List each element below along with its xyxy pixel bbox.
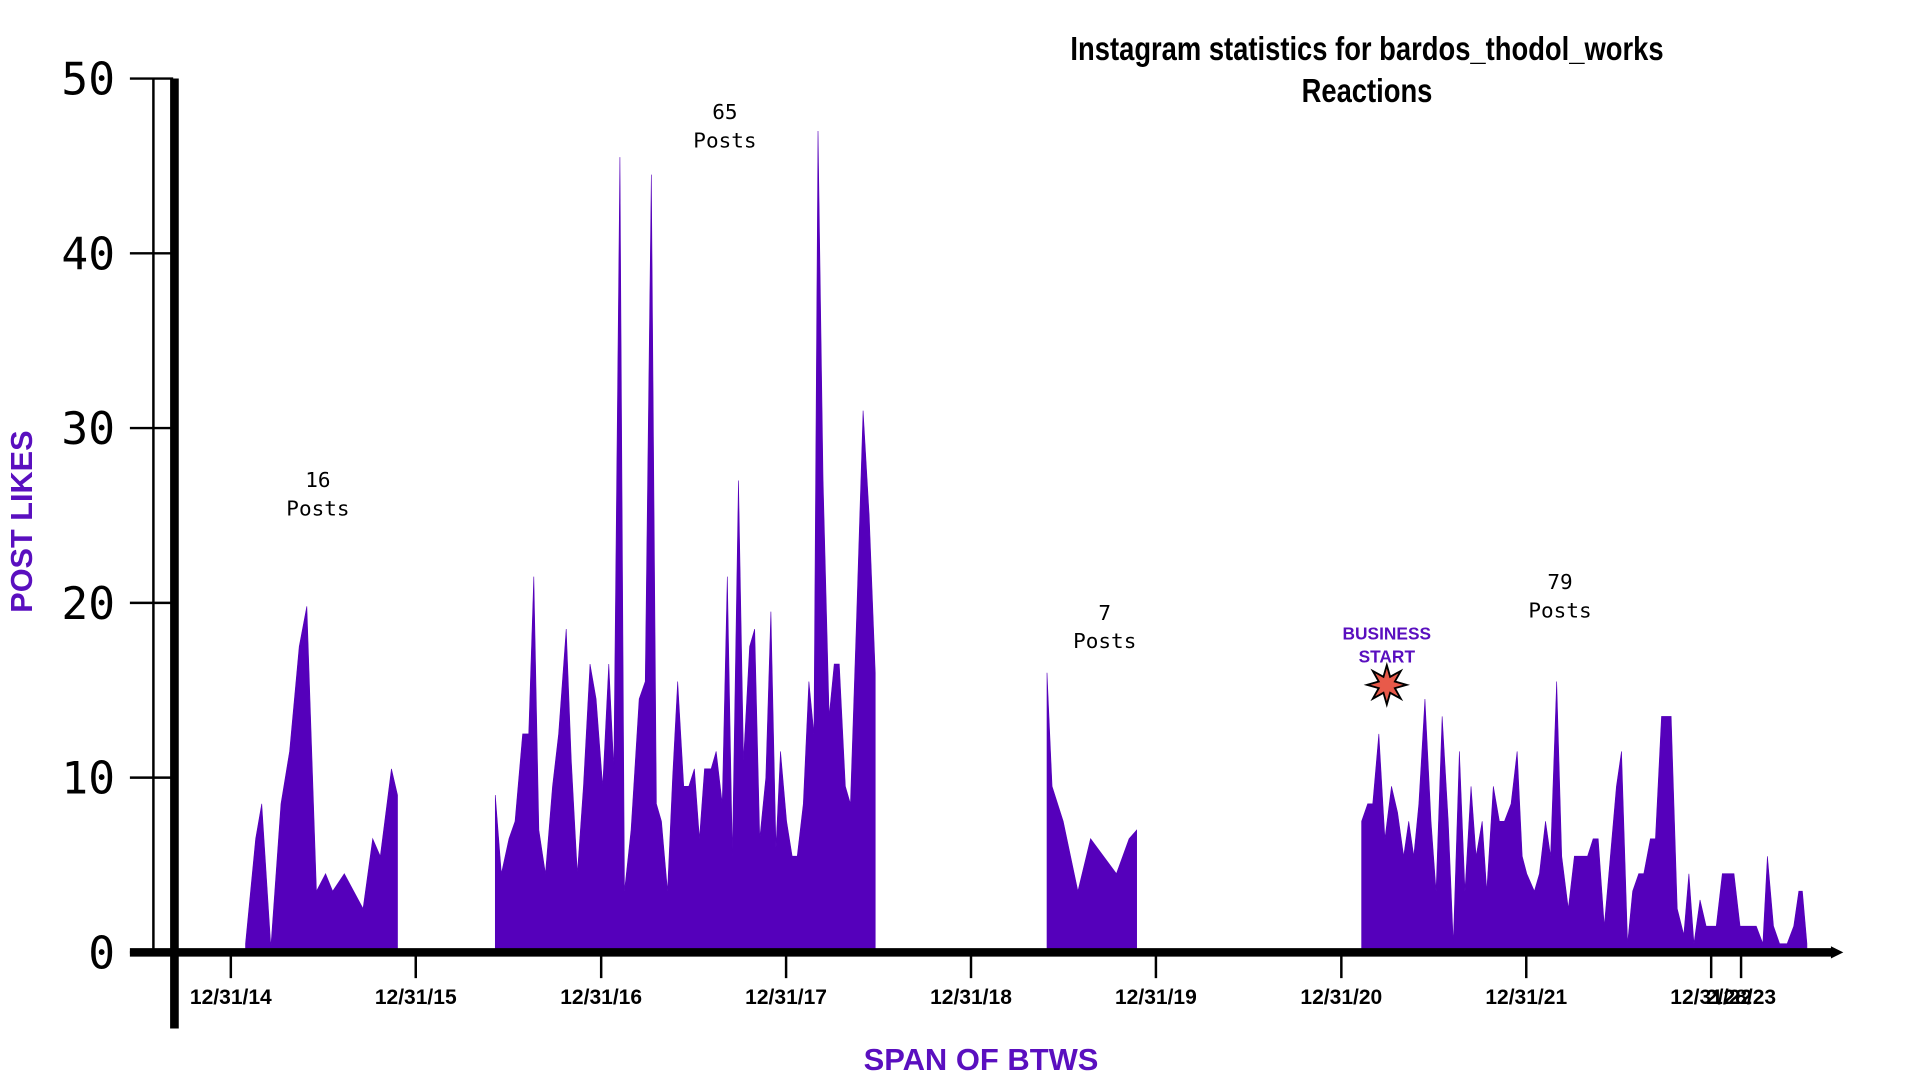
y-tick-label: 50: [61, 55, 115, 106]
x-tick-label: 12/31/16: [560, 986, 642, 1009]
x-tick-label: 12/31/17: [745, 986, 827, 1009]
annotation: Posts: [286, 497, 349, 521]
x-tick-label: 12/31/22: [1670, 986, 1752, 1009]
x-tick-label: 12/31/14: [190, 986, 272, 1009]
chart-subtitle: Reactions: [1302, 72, 1433, 109]
y-tick-label: 40: [61, 229, 115, 280]
x-tick-label: 12/31/15: [375, 986, 457, 1009]
annotation: 16: [305, 468, 330, 492]
area: [245, 606, 398, 953]
area: [494, 130, 876, 953]
y-tick-label: 20: [61, 579, 115, 630]
x-tick-label: 12/31/19: [1115, 986, 1197, 1009]
y-tick-label: 10: [61, 754, 115, 805]
area: [1046, 672, 1137, 953]
y-tick-label: 0: [88, 928, 115, 979]
y-axis-label: POST LIKES: [4, 430, 39, 612]
chart-title: Instagram statistics for bardos_thodol_w…: [1070, 31, 1663, 68]
x-tick-label: 12/31/20: [1300, 986, 1382, 1009]
annotation: Posts: [693, 128, 756, 152]
annotation: BUSINESS: [1343, 623, 1432, 643]
business-start-marker: [1363, 661, 1410, 708]
annotation: Posts: [1073, 629, 1136, 653]
area: [1361, 681, 1808, 953]
annotation: START: [1359, 647, 1416, 667]
x-axis-arrow: [1830, 946, 1844, 959]
x-axis-label: SPAN OF BTWS: [864, 1042, 1099, 1077]
annotation: 7: [1098, 601, 1111, 625]
annotation: 79: [1547, 570, 1572, 594]
x-tick-label: 2/28/23: [1706, 986, 1776, 1009]
annotation: 65: [712, 100, 737, 124]
y-tick-label: 30: [61, 404, 115, 455]
annotation: Posts: [1528, 598, 1591, 622]
x-tick-label: 12/31/18: [930, 986, 1012, 1009]
x-tick-label: 12/31/21: [1485, 986, 1567, 1009]
